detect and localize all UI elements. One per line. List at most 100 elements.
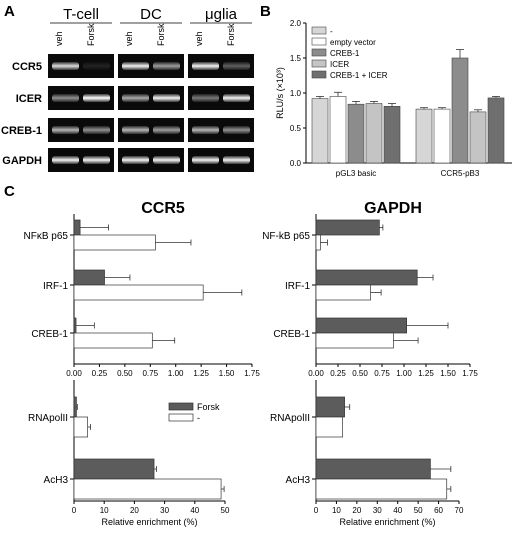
gel-band bbox=[122, 94, 149, 102]
gel-band bbox=[122, 126, 149, 134]
b-ytick-label: 0.0 bbox=[290, 159, 302, 168]
b-bar bbox=[469, 111, 487, 164]
gel-row-label-2: CREB-1 bbox=[1, 125, 42, 137]
gel-band bbox=[192, 62, 219, 70]
gel-band bbox=[153, 62, 180, 70]
c-bar bbox=[315, 416, 343, 438]
c-xtick-label: 1.50 bbox=[219, 369, 235, 378]
b-legend-label: CREB-1 bbox=[330, 49, 360, 58]
c-xlabel: Relative enrichment (%) bbox=[101, 517, 197, 527]
c-bar bbox=[73, 458, 155, 480]
c-bar bbox=[315, 317, 407, 334]
gel-band bbox=[192, 156, 219, 164]
c-xtick-label: 0.75 bbox=[374, 369, 390, 378]
b-bar bbox=[383, 106, 401, 164]
c-xtick-label: 0 bbox=[314, 506, 319, 515]
c-xtick-label: 30 bbox=[373, 506, 382, 515]
b-category-label: CCR5-pB3 bbox=[441, 169, 480, 178]
c-legend-label: - bbox=[197, 413, 200, 423]
b-bar bbox=[329, 96, 347, 164]
gel-band bbox=[223, 94, 250, 102]
gel-lane-label: veh bbox=[54, 31, 64, 46]
c-xtick-label: 0.50 bbox=[117, 369, 133, 378]
c-category-label: NFκB p65 bbox=[24, 231, 69, 242]
c-legend-swatch bbox=[168, 413, 194, 422]
c-xtick-label: 10 bbox=[332, 506, 341, 515]
gel-band bbox=[223, 126, 250, 134]
b-bar bbox=[415, 108, 433, 164]
gel-row-label-3: GAPDH bbox=[2, 155, 42, 167]
c-xtick-label: 1.25 bbox=[418, 369, 434, 378]
c-xtick-label: 50 bbox=[221, 506, 230, 515]
c-xtick-label: 1.50 bbox=[440, 369, 456, 378]
gel-group-label-2: μglia bbox=[205, 6, 238, 23]
b-ytick-label: 0.5 bbox=[290, 124, 302, 133]
c-bar bbox=[73, 269, 105, 286]
b-bar bbox=[311, 98, 329, 164]
b-legend-label: ICER bbox=[330, 60, 349, 69]
c-xtick-label: 20 bbox=[352, 506, 361, 515]
c-bar bbox=[73, 478, 222, 500]
panel-label-b: B bbox=[260, 3, 271, 20]
b-ytick-label: 2.0 bbox=[290, 19, 302, 28]
b-ytick-label: 1.0 bbox=[290, 89, 302, 98]
gel-group-label-1: DC bbox=[140, 6, 162, 23]
gel-band bbox=[52, 156, 79, 164]
b-legend-swatch bbox=[311, 26, 327, 35]
c-xtick-label: 50 bbox=[414, 506, 423, 515]
c-xtick-label: 1.75 bbox=[462, 369, 478, 378]
gel-band bbox=[153, 94, 180, 102]
c-category-label: IRF-1 bbox=[285, 281, 310, 292]
c-xtick-label: 0.25 bbox=[92, 369, 108, 378]
c-bar bbox=[315, 269, 418, 286]
gel-band bbox=[83, 126, 110, 134]
b-bar bbox=[487, 97, 505, 164]
c-bar bbox=[315, 234, 321, 251]
c-bar bbox=[73, 416, 88, 438]
b-legend-label: CREB-1 + ICER bbox=[330, 71, 388, 80]
c-bar bbox=[315, 284, 371, 301]
c-xtick-label: 40 bbox=[393, 506, 402, 515]
c-category-label: AcH3 bbox=[44, 475, 69, 486]
c-legend-label: Forsk bbox=[197, 402, 220, 412]
gel-band bbox=[122, 156, 149, 164]
c-category-label: CREB-1 bbox=[273, 329, 310, 340]
b-legend-label: empty vector bbox=[330, 38, 376, 47]
c-xtick-label: 70 bbox=[455, 506, 464, 515]
c-xtick-label: 1.00 bbox=[168, 369, 184, 378]
c-xtick-label: 0.25 bbox=[330, 369, 346, 378]
c-category-label: CREB-1 bbox=[31, 329, 68, 340]
c-xtick-label: 1.00 bbox=[396, 369, 412, 378]
c-xtick-label: 0.00 bbox=[66, 369, 82, 378]
c-xtick-label: 40 bbox=[190, 506, 199, 515]
panel-label-c: C bbox=[4, 183, 15, 200]
b-legend-swatch bbox=[311, 48, 327, 57]
c-xtick-label: 10 bbox=[100, 506, 109, 515]
b-bar bbox=[433, 108, 451, 164]
gel-band bbox=[153, 156, 180, 164]
c-category-label: NF-kB p65 bbox=[262, 231, 310, 242]
c-bar bbox=[315, 458, 431, 480]
gel-band bbox=[83, 62, 110, 70]
gel-lane-label: Forsk bbox=[226, 23, 236, 46]
c-xtick-label: 0.75 bbox=[142, 369, 158, 378]
c-bar bbox=[315, 478, 448, 500]
b-legend-swatch bbox=[311, 59, 327, 68]
gel-band bbox=[192, 126, 219, 134]
gel-band bbox=[153, 126, 180, 134]
c-xtick-label: 30 bbox=[160, 506, 169, 515]
c-xtick-label: 1.25 bbox=[193, 369, 209, 378]
c-title: GAPDH bbox=[364, 200, 422, 217]
c-bar bbox=[73, 332, 153, 349]
c-xtick-label: 0.50 bbox=[352, 369, 368, 378]
gel-band bbox=[122, 62, 149, 70]
c-xtick-label: 1.75 bbox=[244, 369, 260, 378]
c-xtick-label: 0 bbox=[72, 506, 77, 515]
gel-group-label-0: T-cell bbox=[63, 6, 99, 23]
c-bar bbox=[73, 234, 156, 251]
gel-lane-label: Forsk bbox=[86, 23, 96, 46]
c-bar bbox=[73, 284, 204, 301]
c-bar bbox=[73, 396, 77, 418]
b-legend-label: - bbox=[330, 27, 333, 36]
